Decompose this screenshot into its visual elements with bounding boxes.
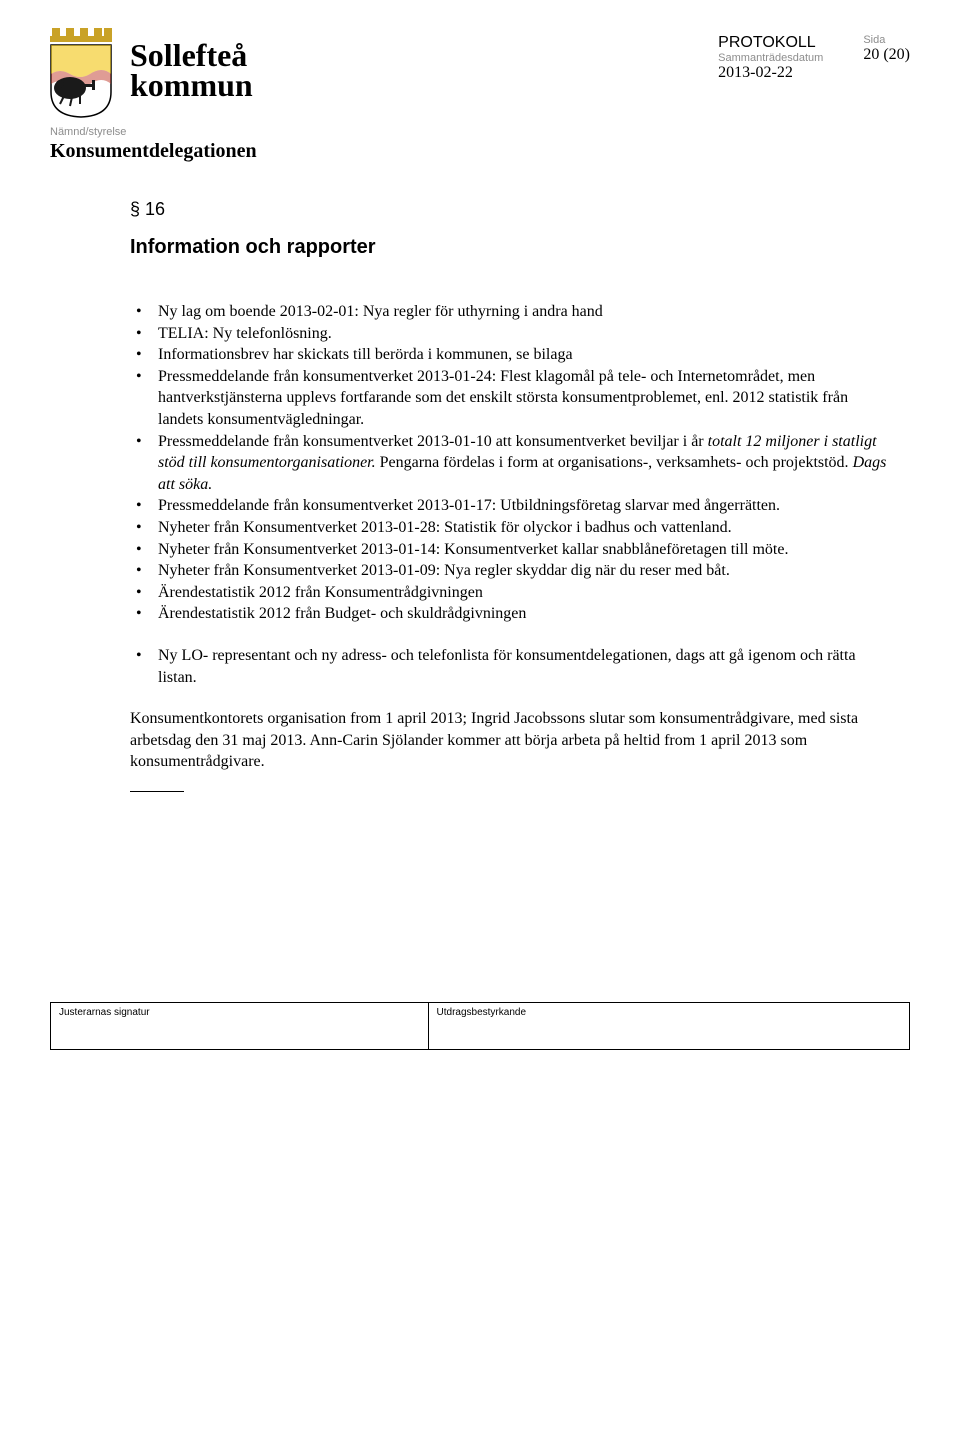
list-item: Ny LO- representant och ny adress- och t…: [130, 645, 890, 688]
short-rule: [130, 791, 184, 792]
board-label: Nämnd/styrelse: [50, 126, 910, 138]
footer-table: Justerarnas signatur Utdragsbestyrkande: [50, 1002, 910, 1050]
list-item: Pressmeddelande från konsumentverket 201…: [130, 366, 890, 431]
bullet-list-2: Pressmeddelande från konsumentverket 201…: [130, 495, 890, 625]
list-item: Pressmeddelande från konsumentverket 201…: [130, 495, 890, 517]
org-name-block: Sollefteå kommun: [130, 28, 253, 101]
document-body: § 16 Information och rapporter Ny lag om…: [130, 199, 890, 792]
section-title: Information och rapporter: [130, 236, 890, 259]
protokoll-title: PROTOKOLL: [718, 34, 823, 52]
bullet-text-pre: Pressmeddelande från konsumentverket 201…: [158, 433, 708, 450]
meeting-date: 2013-02-22: [718, 64, 823, 82]
footer-attest-label: Utdragsbestyrkande: [429, 1003, 909, 1049]
list-item: Pressmeddelande från konsumentverket 201…: [130, 431, 890, 496]
page-number: 20 (20): [863, 46, 910, 64]
samm-label: Sammanträdesdatum: [718, 52, 823, 64]
list-item: TELIA: Ny telefonlösning.: [130, 323, 890, 345]
list-item: Nyheter från Konsumentverket 2013-01-09:…: [130, 560, 890, 582]
list-item: Ärendestatistik 2012 från Konsumentrådgi…: [130, 582, 890, 604]
list-item: Ny lag om boende 2013-02-01: Nya regler …: [130, 301, 890, 323]
list-item: Nyheter från Konsumentverket 2013-01-14:…: [130, 539, 890, 561]
closing-paragraph: Konsumentkontorets organisation from 1 a…: [130, 708, 890, 773]
org-name-line2: kommun: [130, 70, 253, 100]
list-item: Ärendestatistik 2012 från Budget- och sk…: [130, 603, 890, 625]
org-name-line1: Sollefteå: [130, 40, 253, 70]
list-item: Informationsbrev har skickats till berör…: [130, 344, 890, 366]
header-meta: PROTOKOLL Sammanträdesdatum 2013-02-22 S…: [718, 28, 910, 82]
bullet-list-3: Ny LO- representant och ny adress- och t…: [130, 645, 890, 688]
municipal-crest-icon: [50, 28, 112, 118]
bullet-list-1: Ny lag om boende 2013-02-01: Nya regler …: [130, 301, 890, 431]
list-item: Nyheter från Konsumentverket 2013-01-28:…: [130, 517, 890, 539]
bullet-text-post1: Pengarna fördelas i form at organisation…: [376, 454, 853, 471]
sida-label: Sida: [863, 34, 885, 46]
bullet-list-mixed: Pressmeddelande från konsumentverket 201…: [130, 431, 890, 496]
footer-signature-label: Justerarnas signatur: [51, 1003, 429, 1049]
section-number: § 16: [130, 199, 890, 220]
board-name: Konsumentdelegationen: [50, 140, 910, 163]
page-header: Sollefteå kommun PROTOKOLL Sammanträdesd…: [50, 28, 910, 118]
